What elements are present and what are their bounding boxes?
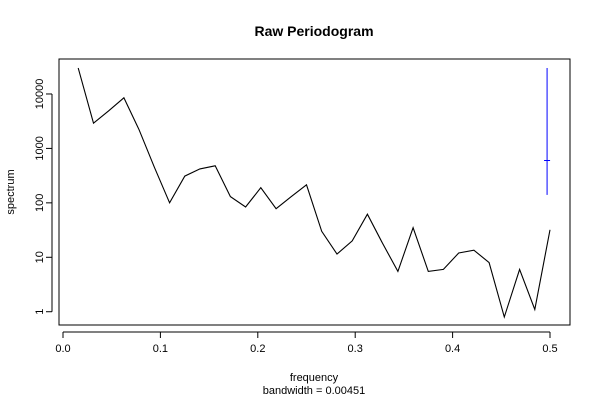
- y-tick-label: 100: [34, 194, 46, 212]
- spectrum-series-line: [77, 67, 551, 319]
- y-tick-label: 10: [34, 251, 46, 263]
- confidence-interval-bar: [544, 68, 551, 195]
- y-axis: 1 10 100 1000 10000: [34, 79, 53, 315]
- bandwidth-label: bandwidth = 0.00451: [263, 385, 365, 397]
- x-tick-label: 0.2: [250, 343, 265, 355]
- y-tick-label: 10000: [34, 79, 46, 110]
- x-tick-label: 0.0: [55, 343, 70, 355]
- x-tick-label: 0.3: [348, 343, 363, 355]
- y-tick-label: 1: [34, 309, 46, 315]
- y-tick-label: 1000: [34, 136, 46, 160]
- x-axis-label: frequency: [290, 372, 339, 384]
- y-axis-label: spectrum: [5, 169, 17, 214]
- chart-title: Raw Periodogram: [254, 23, 373, 39]
- x-axis: 0.0 0.1 0.2 0.3 0.4 0.5: [55, 331, 558, 355]
- x-tick-label: 0.5: [542, 343, 557, 355]
- x-tick-label: 0.1: [153, 343, 168, 355]
- x-tick-label: 0.4: [445, 343, 460, 355]
- plot-frame: [58, 58, 571, 326]
